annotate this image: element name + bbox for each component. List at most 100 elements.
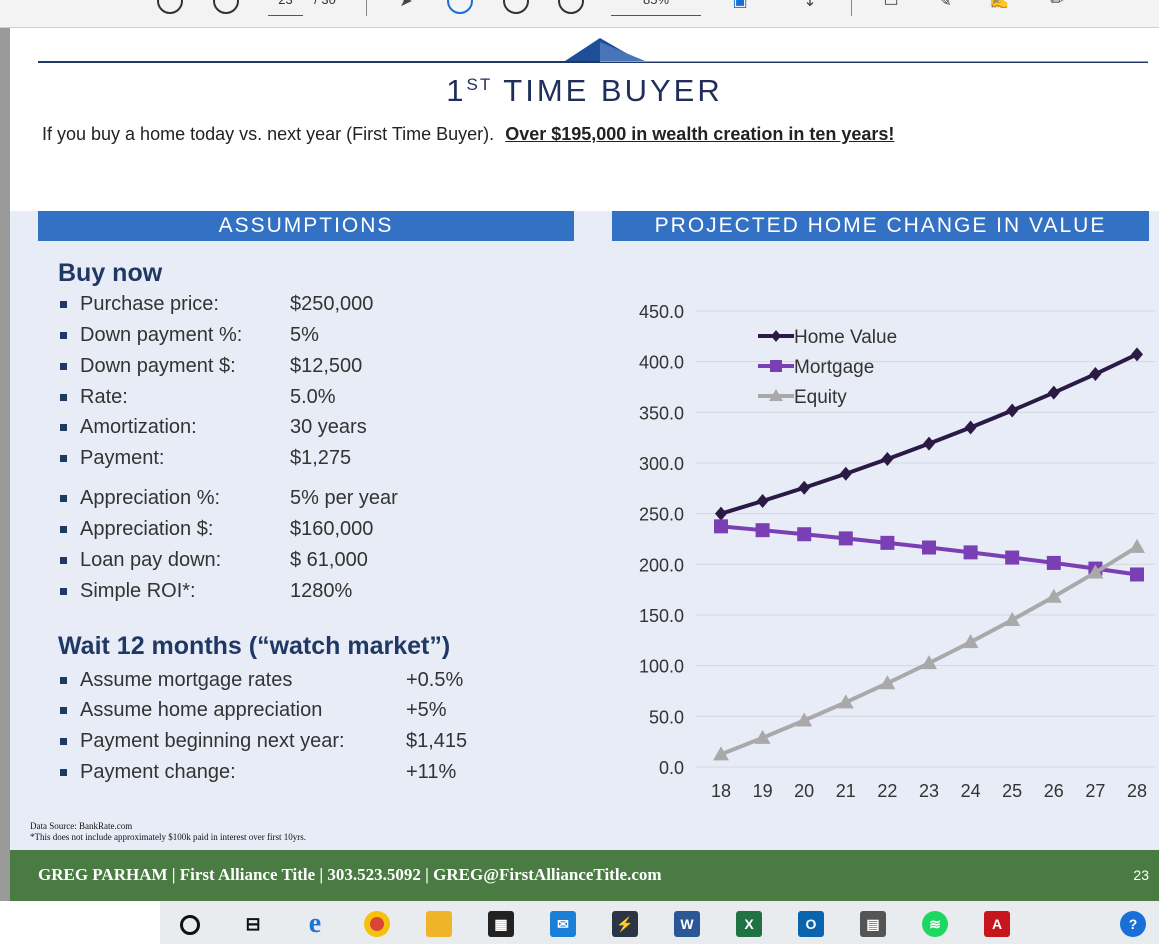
bullet-icon xyxy=(60,362,67,370)
chrome-icon[interactable] xyxy=(364,911,390,937)
data-point xyxy=(796,712,813,727)
file-explorer-icon[interactable] xyxy=(426,911,452,937)
data-point xyxy=(839,466,852,481)
y-tick-label: 250.0 xyxy=(639,505,684,525)
item-label: Assume mortgage rates xyxy=(80,668,293,691)
subtitle-text: If you buy a home today vs. next year (F… xyxy=(42,124,495,144)
legend-label: Mortgage xyxy=(794,357,874,378)
data-point xyxy=(754,729,771,744)
x-tick-label: 24 xyxy=(961,781,981,801)
toolbar-separator xyxy=(366,0,367,16)
data-point xyxy=(1047,385,1060,400)
item-value: +11% xyxy=(406,760,457,783)
data-point xyxy=(756,494,769,508)
taskbar-blank xyxy=(0,901,160,944)
chart-header: PROJECTED HOME CHANGE IN VALUE xyxy=(612,211,1149,241)
legend-marker xyxy=(769,389,783,401)
zoom-select[interactable]: 85% xyxy=(611,0,701,16)
up-arrow-icon[interactable] xyxy=(157,0,183,14)
bullet-icon xyxy=(60,556,67,564)
task-view-icon[interactable]: ⊟ xyxy=(245,913,261,934)
app-icon[interactable]: ⚡ xyxy=(612,911,638,937)
save-icon[interactable]: ▣ xyxy=(732,0,748,10)
roof-logo-shade xyxy=(600,42,645,61)
series-line-home-value xyxy=(720,352,1138,516)
bullet-icon xyxy=(60,706,67,714)
search-icon[interactable] xyxy=(180,915,200,935)
word-icon[interactable]: W xyxy=(674,911,700,937)
list-item: Payment change: +11% xyxy=(58,759,456,785)
x-tick-label: 25 xyxy=(1002,781,1022,801)
help-icon[interactable]: ? xyxy=(1120,911,1146,937)
excel-icon[interactable]: X xyxy=(736,911,762,937)
x-tick-label: 27 xyxy=(1085,781,1105,801)
scroll-mode-icon[interactable]: ↧ xyxy=(803,0,817,10)
comment-icon[interactable]: ▭ xyxy=(883,0,899,10)
viewer-toolbar: 23 / 30 ➤ 85% ▣ ↧ ▭ ✎ ✍ ✏ xyxy=(0,0,1159,28)
item-value: 5% xyxy=(290,323,319,346)
x-tick-label: 23 xyxy=(919,781,939,801)
data-point xyxy=(881,452,894,467)
item-label: Payment beginning next year: xyxy=(80,729,345,752)
page-total: / 30 xyxy=(305,0,345,16)
bullet-icon xyxy=(60,494,67,502)
spotify-icon[interactable]: ≋ xyxy=(922,911,948,937)
zoom-out-icon[interactable] xyxy=(503,0,529,14)
page-number-input[interactable]: 23 xyxy=(268,0,303,16)
highlight-icon[interactable]: ✎ xyxy=(938,0,952,10)
item-value: 1280% xyxy=(290,579,353,602)
acrobat-icon[interactable]: A xyxy=(984,911,1010,937)
legend-label: Home Value xyxy=(794,327,897,348)
legend-marker xyxy=(770,360,782,372)
list-item: Amortization: 30 years xyxy=(58,414,367,440)
hand-tool-icon[interactable] xyxy=(447,0,473,14)
data-point xyxy=(1006,403,1019,418)
taskbar: ⊟ e ▦ ✉ ⚡ W X O ▤ ≋ A ? xyxy=(0,901,1159,944)
data-point xyxy=(923,436,935,451)
cursor-icon[interactable]: ➤ xyxy=(399,0,413,10)
series-line-equity xyxy=(720,545,1139,757)
data-point xyxy=(1129,538,1145,553)
data-point xyxy=(1004,611,1021,626)
calculator-icon[interactable]: ▤ xyxy=(860,911,886,937)
item-label: Down payment %: xyxy=(80,323,243,346)
list-item: Down payment $: $12,500 xyxy=(58,353,362,379)
legend-marker xyxy=(771,330,781,342)
y-tick-label: 400.0 xyxy=(639,353,684,373)
item-value: +0.5% xyxy=(406,668,464,691)
data-point xyxy=(1087,564,1104,579)
item-label: Down payment $: xyxy=(80,354,236,377)
draw-icon[interactable]: ✍ xyxy=(989,0,1009,10)
pencil-icon[interactable]: ✏ xyxy=(1050,0,1064,10)
data-point xyxy=(838,531,853,546)
data-point xyxy=(798,480,811,495)
zoom-in-icon[interactable] xyxy=(558,0,584,14)
mail-icon[interactable]: ✉ xyxy=(550,911,576,937)
edge-browser-icon[interactable]: e xyxy=(308,908,322,939)
footnote-interest: *This does not include approximately $10… xyxy=(30,832,306,842)
x-tick-label: 26 xyxy=(1044,781,1064,801)
y-tick-label: 200.0 xyxy=(639,555,684,575)
item-value: $1,275 xyxy=(290,446,352,469)
y-tick-label: 0.0 xyxy=(659,758,684,778)
item-label: Appreciation $: xyxy=(80,517,214,540)
bullet-icon xyxy=(60,300,67,308)
data-point xyxy=(714,519,728,534)
item-value: $12,500 xyxy=(290,354,363,377)
item-label: Loan pay down: xyxy=(80,548,222,571)
down-arrow-icon[interactable] xyxy=(213,0,239,14)
slide-title: 1ST TIME BUYER xyxy=(446,73,723,108)
list-item: Simple ROI*: 1280% xyxy=(58,578,352,604)
scrollbar-gutter[interactable] xyxy=(0,28,10,901)
x-tick-label: 22 xyxy=(877,781,897,801)
data-point xyxy=(964,420,977,435)
store-icon[interactable]: ▦ xyxy=(488,911,514,937)
item-value: +5% xyxy=(406,698,447,721)
data-point xyxy=(922,540,936,555)
line-chart: 450.0400.0350.0300.0250.0200.0150.0100.0… xyxy=(639,302,1155,801)
x-tick-label: 28 xyxy=(1127,781,1147,801)
item-label: Purchase price: xyxy=(80,292,219,315)
outlook-icon[interactable]: O xyxy=(798,911,824,937)
data-point xyxy=(1131,347,1143,362)
bullet-icon xyxy=(60,331,67,339)
